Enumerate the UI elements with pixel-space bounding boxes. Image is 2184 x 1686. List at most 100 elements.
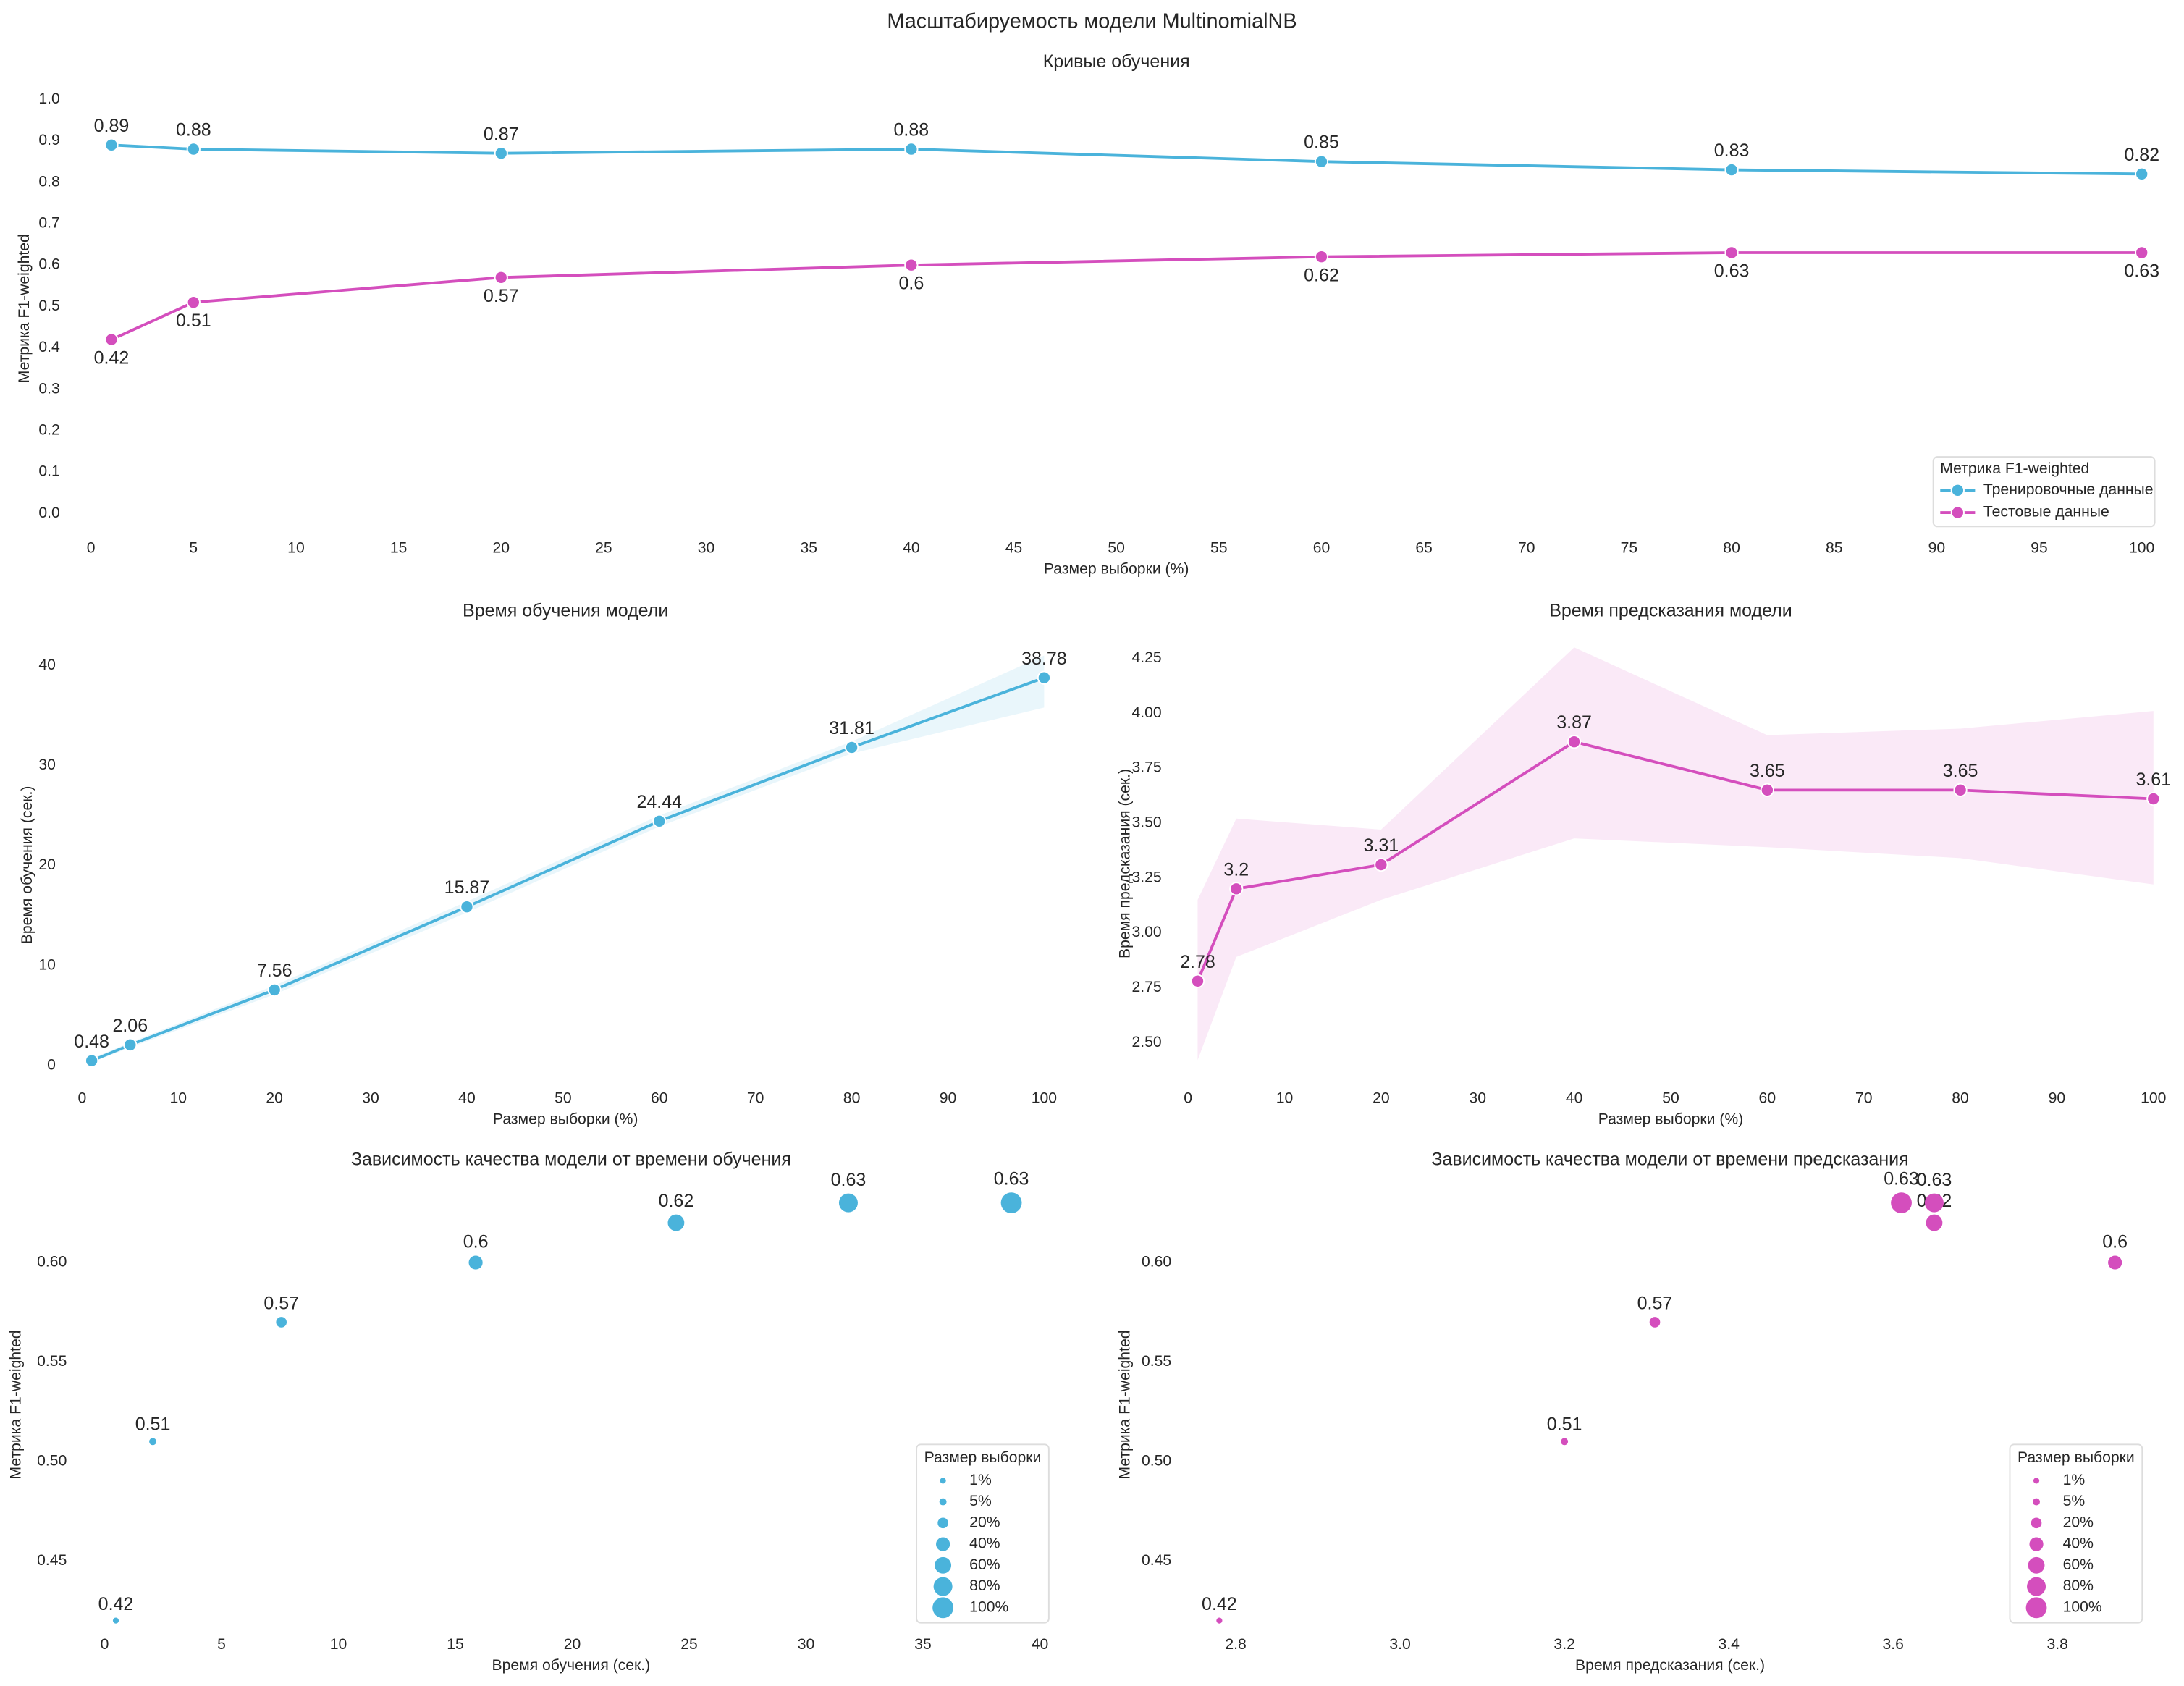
x-tick-label: 10: [1276, 1090, 1294, 1107]
chart-title: Зависимость качества модели от времени о…: [351, 1149, 791, 1169]
y-axis-label: Время обучения (сек.): [19, 786, 35, 945]
y-tick-label: 0.3: [38, 380, 59, 397]
y-tick-label: 0: [47, 1056, 56, 1073]
data-label: 7.56: [257, 961, 292, 981]
data-label: 0.42: [98, 1594, 134, 1614]
point: [1926, 1214, 1943, 1231]
x-tick-label: 3.0: [1389, 1636, 1410, 1653]
x-tick-label: 3.2: [1553, 1636, 1574, 1653]
legend-label: 80%: [2063, 1577, 2094, 1594]
point: [104, 332, 119, 347]
y-tick-label: 0.7: [38, 215, 59, 232]
y-tick-label: 0.45: [37, 1552, 67, 1569]
figure-title: Масштабируемость модели MultinomialNB: [887, 9, 1297, 33]
chart-title: Время обучения модели: [463, 600, 668, 620]
x-tick-label: 15: [390, 540, 408, 557]
y-tick-label: 0.50: [37, 1452, 67, 1469]
y-tick-label: 3.50: [1132, 814, 1162, 830]
x-tick-label: 30: [698, 540, 715, 557]
x-tick-label: 3.6: [1882, 1636, 1903, 1653]
confidence-band: [91, 655, 1045, 1063]
data-label: 0.83: [1714, 140, 1750, 161]
legend-label: Тестовые данные: [1983, 504, 2109, 520]
point: [1216, 1617, 1223, 1624]
x-tick-label: 20: [266, 1090, 283, 1107]
y-tick-label: 0.55: [37, 1353, 67, 1370]
point: [85, 1053, 99, 1068]
x-tick-label: 5: [189, 540, 198, 557]
y-tick-label: 0.1: [38, 463, 59, 480]
legend-label: 5%: [2063, 1493, 2086, 1509]
x-tick-label: 45: [1005, 540, 1023, 557]
data-label: 3.65: [1943, 761, 1978, 781]
data-label: 0.63: [1917, 1170, 1952, 1190]
data-label: 0.63: [994, 1169, 1029, 1189]
data-label: 0.88: [894, 120, 929, 140]
data-label: 0.88: [176, 120, 211, 140]
x-tick-label: 70: [1855, 1090, 1873, 1107]
point: [186, 142, 201, 156]
legend-marker: [935, 1556, 952, 1574]
point: [1190, 974, 1205, 988]
y-tick-label: 0.2: [38, 422, 59, 439]
y-tick-label: 2.75: [1132, 979, 1162, 995]
legend-marker: [1950, 505, 1965, 520]
point: [2146, 791, 2161, 806]
data-label: 0.6: [463, 1232, 489, 1252]
legend-marker: [2027, 1577, 2046, 1596]
data-label: 0.87: [484, 124, 519, 144]
chart-title: Зависимость качества модели от времени п…: [1431, 1149, 1908, 1169]
point: [1567, 735, 1582, 749]
point: [1953, 783, 1968, 797]
x-tick-label: 40: [903, 540, 920, 557]
legend-label: Тренировочные данные: [1983, 481, 2154, 498]
x-tick-label: 40: [1032, 1636, 1049, 1653]
legend-label: 40%: [2063, 1535, 2094, 1552]
data-label: 3.65: [1750, 761, 1785, 781]
point: [1037, 670, 1052, 685]
y-tick-label: 0.0: [38, 505, 59, 521]
y-tick-label: 2.50: [1132, 1034, 1162, 1050]
y-tick-label: 20: [38, 856, 56, 873]
y-tick-label: 0.4: [38, 339, 60, 355]
legend-marker: [2029, 1537, 2044, 1551]
y-tick-label: 3.00: [1132, 924, 1162, 940]
x-tick-label: 30: [362, 1090, 379, 1107]
x-tick-label: 35: [800, 540, 817, 557]
x-tick-label: 5: [217, 1636, 226, 1653]
y-tick-label: 0.9: [38, 132, 59, 148]
point: [1229, 882, 1244, 896]
point: [2135, 167, 2149, 181]
x-tick-label: 40: [458, 1090, 476, 1107]
x-tick-label: 30: [1469, 1090, 1486, 1107]
data-label: 0.6: [898, 274, 924, 294]
data-label: 0.57: [1637, 1293, 1673, 1313]
legend-label: 1%: [2063, 1472, 2086, 1488]
x-tick-label: 25: [595, 540, 612, 557]
y-tick-label: 4.00: [1132, 704, 1162, 721]
y-tick-label: 1.0: [38, 90, 59, 107]
confidence-band: [1197, 647, 2154, 1061]
legend-box: [2009, 1443, 2143, 1624]
point: [667, 1214, 685, 1231]
point: [104, 138, 119, 152]
x-tick-label: 80: [843, 1090, 861, 1107]
point: [276, 1317, 287, 1328]
data-label: 0.51: [1547, 1415, 1582, 1435]
line: [111, 251, 2142, 341]
y-tick-label: 0.60: [37, 1254, 67, 1270]
y-axis-label: Метрика F1-weighted: [1116, 1331, 1133, 1480]
y-tick-label: 40: [38, 657, 56, 673]
x-tick-label: 90: [940, 1090, 957, 1107]
data-label: 15.87: [444, 877, 490, 898]
x-tick-label: 60: [1759, 1090, 1776, 1107]
point: [904, 258, 919, 272]
x-tick-label: 90: [1928, 540, 1946, 557]
x-tick-label: 100: [1032, 1090, 1057, 1107]
legend-label: 40%: [969, 1535, 1000, 1552]
data-label: 3.61: [2135, 770, 2171, 790]
x-axis-label: Время предсказания (сек.): [1575, 1657, 1765, 1674]
y-tick-label: 0.45: [1142, 1552, 1171, 1569]
data-label: 2.78: [1180, 952, 1215, 972]
